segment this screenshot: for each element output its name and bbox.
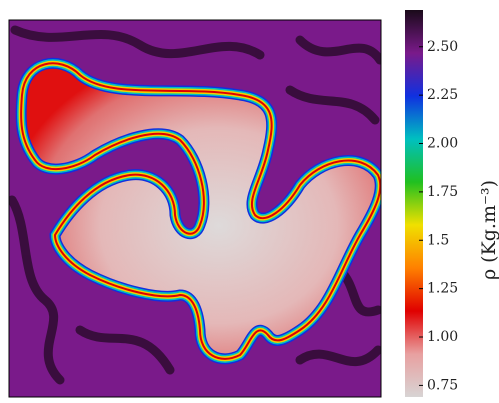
colorbar-tick-label: 2.50 [427, 39, 458, 55]
colorbar-tick-label: 1.00 [427, 329, 458, 345]
colorbar-label: ρ (Kg.m⁻³) [478, 180, 499, 280]
density-field [9, 20, 381, 397]
colorbar-tick-label: 0.75 [427, 377, 458, 393]
colorbar-tick-label: 1.5 [427, 232, 449, 248]
colorbar [405, 10, 423, 397]
colorbar-tick-label: 2.00 [427, 136, 458, 152]
colorbar-tick-label: 1.25 [427, 281, 458, 297]
plot-frame [8, 19, 382, 398]
colorbar-tick-label: 2.25 [427, 87, 458, 103]
colorbar-tick-label: 1.75 [427, 184, 458, 200]
